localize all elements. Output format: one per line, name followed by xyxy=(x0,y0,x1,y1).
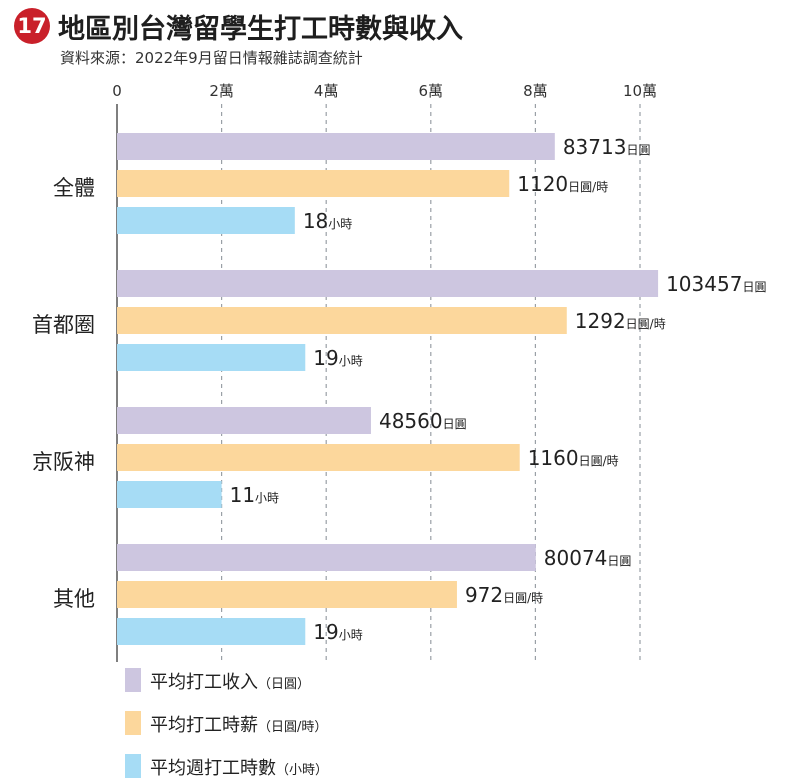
data-label: 83713日圓 xyxy=(563,135,651,159)
x-tick-label: 2萬 xyxy=(209,82,234,100)
legend-swatch xyxy=(125,711,141,735)
chart-number-badge: 17 xyxy=(14,8,50,44)
x-tick-label: 0 xyxy=(112,82,122,100)
category-label: 京阪神 xyxy=(32,450,95,474)
data-label: 1120日圓/時 xyxy=(517,172,608,196)
x-tick-label: 4萬 xyxy=(314,82,339,100)
bar xyxy=(117,170,510,197)
x-tick-label: 8萬 xyxy=(523,82,548,100)
chart-source: 資料來源：2022年9月留日情報雜誌調查統計 xyxy=(60,49,363,67)
legend-swatch xyxy=(125,754,141,778)
bar xyxy=(117,133,555,160)
bar xyxy=(117,307,567,334)
data-label: 11小時 xyxy=(230,483,279,507)
bar xyxy=(117,207,295,234)
chart-title: 地區別台灣留學生打工時數與收入 xyxy=(58,14,463,45)
bar xyxy=(117,544,536,571)
bar xyxy=(117,481,222,508)
category-label: 其他 xyxy=(53,587,95,611)
bar xyxy=(117,618,306,645)
category-label: 全體 xyxy=(53,176,95,200)
bar xyxy=(117,270,659,297)
bar xyxy=(117,344,306,371)
data-label: 103457日圓 xyxy=(666,272,766,296)
data-label: 1160日圓/時 xyxy=(528,446,619,470)
bar xyxy=(117,407,371,434)
data-label: 80074日圓 xyxy=(544,546,632,570)
legend-swatch xyxy=(125,668,141,692)
x-tick-label: 10萬 xyxy=(623,82,657,100)
data-label: 48560日圓 xyxy=(379,409,467,433)
legend-label: 平均週打工時數（小時） xyxy=(150,758,328,779)
legend-label: 平均打工時薪（日圓/時） xyxy=(150,715,327,736)
bar xyxy=(117,581,457,608)
bar xyxy=(117,444,520,471)
category-label: 首都圈 xyxy=(32,313,95,337)
x-tick-label: 6萬 xyxy=(419,82,444,100)
data-label: 972日圓/時 xyxy=(465,583,543,607)
data-label: 19小時 xyxy=(313,346,362,370)
data-label: 1292日圓/時 xyxy=(575,309,666,333)
data-label: 18小時 xyxy=(303,209,352,233)
data-label: 19小時 xyxy=(313,620,362,644)
legend-label: 平均打工收入（日圓） xyxy=(150,672,310,693)
